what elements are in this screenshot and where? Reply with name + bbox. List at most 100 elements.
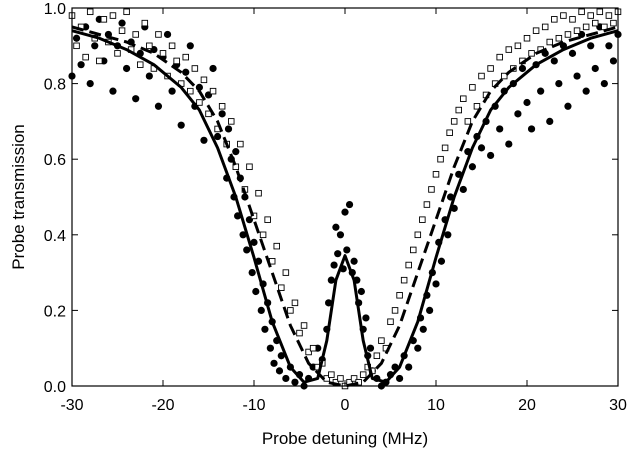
data-point-square — [141, 19, 149, 27]
data-point-circle — [232, 148, 240, 156]
data-point-circle — [195, 83, 203, 91]
data-point-circle — [332, 223, 340, 231]
data-point-square — [96, 57, 103, 65]
data-point-square — [587, 12, 594, 19]
fit-curve-solid — [71, 29, 619, 384]
data-point-circle — [426, 306, 434, 314]
data-point-circle — [132, 95, 140, 103]
data-point-square — [455, 106, 463, 114]
y-tick-label: 0.6 — [44, 152, 66, 169]
data-point-circle — [257, 306, 265, 314]
data-point-square — [528, 50, 535, 57]
data-point-square — [469, 84, 476, 91]
data-point-square — [159, 50, 167, 57]
data-point-square — [287, 307, 294, 314]
x-tick-label: -30 — [60, 397, 83, 414]
data-point-square — [155, 31, 162, 38]
data-point-circle — [266, 344, 274, 352]
data-point-circle — [343, 246, 351, 254]
data-point-square — [446, 129, 453, 136]
data-point-circle — [145, 72, 153, 80]
data-point-circle — [357, 287, 365, 296]
data-point-square — [328, 371, 335, 378]
data-point-circle — [177, 121, 185, 129]
data-point-circle — [248, 269, 256, 277]
data-point-square — [396, 292, 403, 299]
data-point-square — [86, 8, 94, 16]
data-point-square — [200, 76, 208, 84]
data-point-square — [387, 318, 394, 325]
data-point-square — [551, 16, 558, 23]
y-tick-label: 0.0 — [44, 379, 66, 396]
series-0-filled-circle — [68, 15, 622, 390]
data-point-square — [109, 12, 117, 19]
data-point-square — [373, 352, 381, 360]
data-point-circle — [336, 231, 345, 239]
y-axis-label: Probe transmission — [9, 124, 28, 270]
data-point-circle — [330, 261, 338, 269]
data-point-square — [136, 61, 144, 68]
data-point-square — [182, 53, 189, 61]
data-point-square — [505, 46, 513, 53]
data-point-circle — [437, 257, 446, 265]
data-point-square — [209, 87, 217, 95]
data-point-circle — [186, 42, 194, 50]
data-point-square — [305, 348, 312, 356]
data-point-square — [578, 8, 585, 16]
y-tick-label: 0.8 — [44, 77, 66, 94]
data-point-square — [73, 42, 80, 50]
data-point-square — [460, 95, 467, 102]
data-point-square — [432, 171, 440, 178]
data-point-circle — [414, 344, 422, 352]
data-point-circle — [118, 19, 126, 27]
data-point-circle — [109, 87, 117, 95]
data-point-square — [514, 42, 522, 50]
data-point-square — [437, 155, 444, 163]
data-point-circle — [91, 42, 99, 50]
data-point-circle — [86, 80, 94, 88]
data-point-square — [610, 19, 617, 27]
x-axis-label: Probe detuning (MHz) — [262, 429, 428, 448]
data-point-circle — [77, 61, 85, 69]
data-point-circle — [477, 144, 486, 152]
data-point-circle — [587, 42, 595, 50]
data-point-circle — [168, 87, 176, 95]
data-point-square — [532, 27, 540, 34]
data-point-square — [291, 299, 299, 307]
y-tick-label: 0.2 — [44, 303, 66, 320]
data-point-circle — [154, 102, 163, 110]
data-point-square — [168, 42, 176, 50]
data-point-square — [146, 42, 153, 50]
axis-ticks: -30 -20 -10 0 10 20 30 0.0 0.2 0.4 0.6 0.8 1.0 — [44, 1, 627, 414]
data-point-square — [359, 371, 367, 378]
data-point-square — [541, 23, 549, 31]
data-point-circle — [432, 280, 440, 288]
data-point-circle — [327, 276, 335, 284]
data-point-circle — [243, 246, 251, 254]
data-point-square — [132, 31, 139, 38]
data-point-square — [300, 322, 308, 329]
data-point-circle — [568, 49, 577, 57]
data-point-square — [569, 16, 576, 23]
data-point-square — [414, 231, 422, 239]
data-point-square — [391, 307, 399, 314]
data-point-circle — [209, 64, 217, 73]
data-point-square — [450, 118, 458, 125]
data-point-square — [605, 12, 613, 19]
data-point-circle — [582, 87, 590, 95]
data-point-square — [100, 16, 108, 23]
data-point-circle — [468, 163, 476, 171]
data-point-square — [237, 140, 244, 148]
data-point-square — [82, 53, 89, 61]
data-point-circle — [564, 102, 572, 110]
data-point-square — [419, 216, 426, 223]
data-point-circle — [214, 132, 222, 141]
y-tick-label: 1.0 — [44, 1, 66, 18]
data-point-square — [118, 27, 126, 34]
series-3-dashed-line — [71, 25, 619, 388]
data-point-circle — [573, 72, 581, 80]
data-point-square — [264, 216, 271, 223]
data-point-square — [428, 186, 435, 193]
data-point-square — [173, 57, 180, 65]
x-tick-label: 30 — [609, 397, 627, 414]
